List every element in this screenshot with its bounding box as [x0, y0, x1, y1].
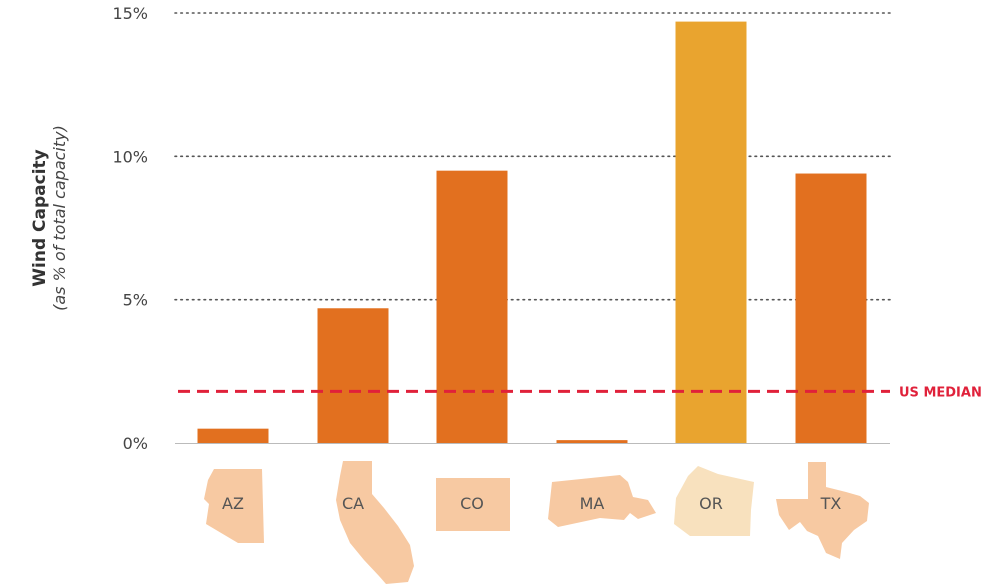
tx-state-shape-icon	[776, 462, 869, 559]
bar-co	[436, 170, 508, 443]
or-state-shape-icon	[674, 466, 754, 536]
az-state-shape-icon	[204, 469, 264, 543]
y-axis-label: Wind Capacity	[30, 149, 50, 286]
bars	[197, 21, 867, 444]
x-category-label: OR	[699, 494, 723, 513]
x-category-label: TX	[820, 494, 842, 513]
y-axis-ticks: 0% 5% 10% 15%	[112, 4, 148, 453]
x-category-label: CO	[460, 494, 484, 513]
ma-state-shape-icon	[548, 475, 656, 527]
x-category-label: AZ	[222, 494, 244, 513]
y-axis-title: Wind Capacity (as % of total capacity)	[30, 125, 69, 311]
bar-az	[197, 428, 269, 443]
ca-state-shape-icon	[336, 461, 414, 584]
bar-tx	[795, 173, 867, 444]
state-shapes	[204, 461, 869, 584]
bar-or	[675, 21, 747, 443]
y-axis-sublabel: (as % of total capacity)	[50, 125, 69, 311]
y-tick-label: 5%	[123, 291, 148, 310]
bar-ma	[556, 440, 628, 443]
y-tick-label: 10%	[112, 147, 148, 166]
x-category-label: CA	[342, 494, 364, 513]
gridlines	[174, 12, 891, 301]
bar-ca	[317, 308, 389, 443]
x-category-label: MA	[580, 494, 605, 513]
y-tick-label: 15%	[112, 4, 148, 23]
us-median-reference: US MEDIAN	[178, 385, 982, 400]
y-tick-label: 0%	[123, 434, 148, 453]
co-state-shape-icon	[436, 478, 510, 531]
x-axis-categories: AZ CA CO MA OR TX	[222, 494, 841, 513]
us-median-label: US MEDIAN	[899, 385, 982, 400]
